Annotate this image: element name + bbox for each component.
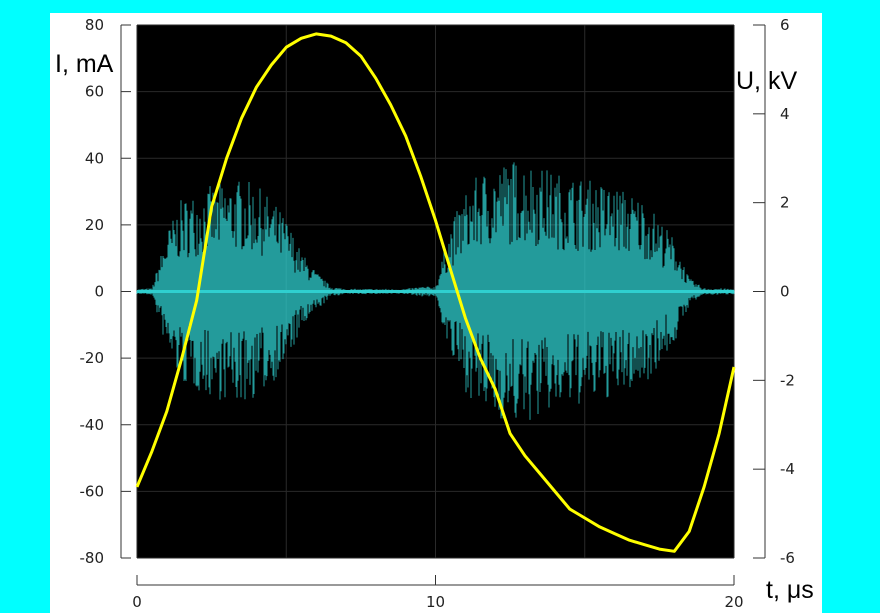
x-axis-title: t, μs: [766, 576, 814, 604]
y-right-tick-label: 6: [780, 16, 790, 34]
x-tick-label: 20: [724, 593, 743, 611]
y-right-tick-label: -6: [780, 549, 795, 567]
y-left-axis-title: I, mA: [55, 50, 114, 78]
y-left-tick-label: 80: [85, 16, 104, 34]
y-right-tick-label: 4: [780, 105, 790, 123]
y-left-tick-label: 0: [94, 283, 104, 301]
y-right-tick-label: 0: [780, 283, 790, 301]
y-right-tick-label: -2: [780, 371, 795, 389]
y-left-tick-label: 60: [85, 83, 104, 101]
voltage-trace: [135, 32, 736, 553]
y-right-tick-label: -4: [780, 460, 795, 478]
y-left-tick-label: 20: [85, 216, 104, 234]
y-left-tick-label: -20: [80, 349, 105, 367]
y-left-tick-label: -80: [80, 549, 105, 567]
y-left-tick-label: 40: [85, 149, 104, 167]
series-layer: [135, 32, 736, 553]
x-tick-label: 10: [426, 593, 445, 611]
y-right-tick-label: 2: [780, 194, 790, 212]
y-left-tick-label: -60: [80, 482, 105, 500]
y-right-axis-title: U, kV: [736, 67, 797, 95]
y-left-tick-label: -40: [80, 416, 105, 434]
x-tick-label: 0: [132, 593, 142, 611]
